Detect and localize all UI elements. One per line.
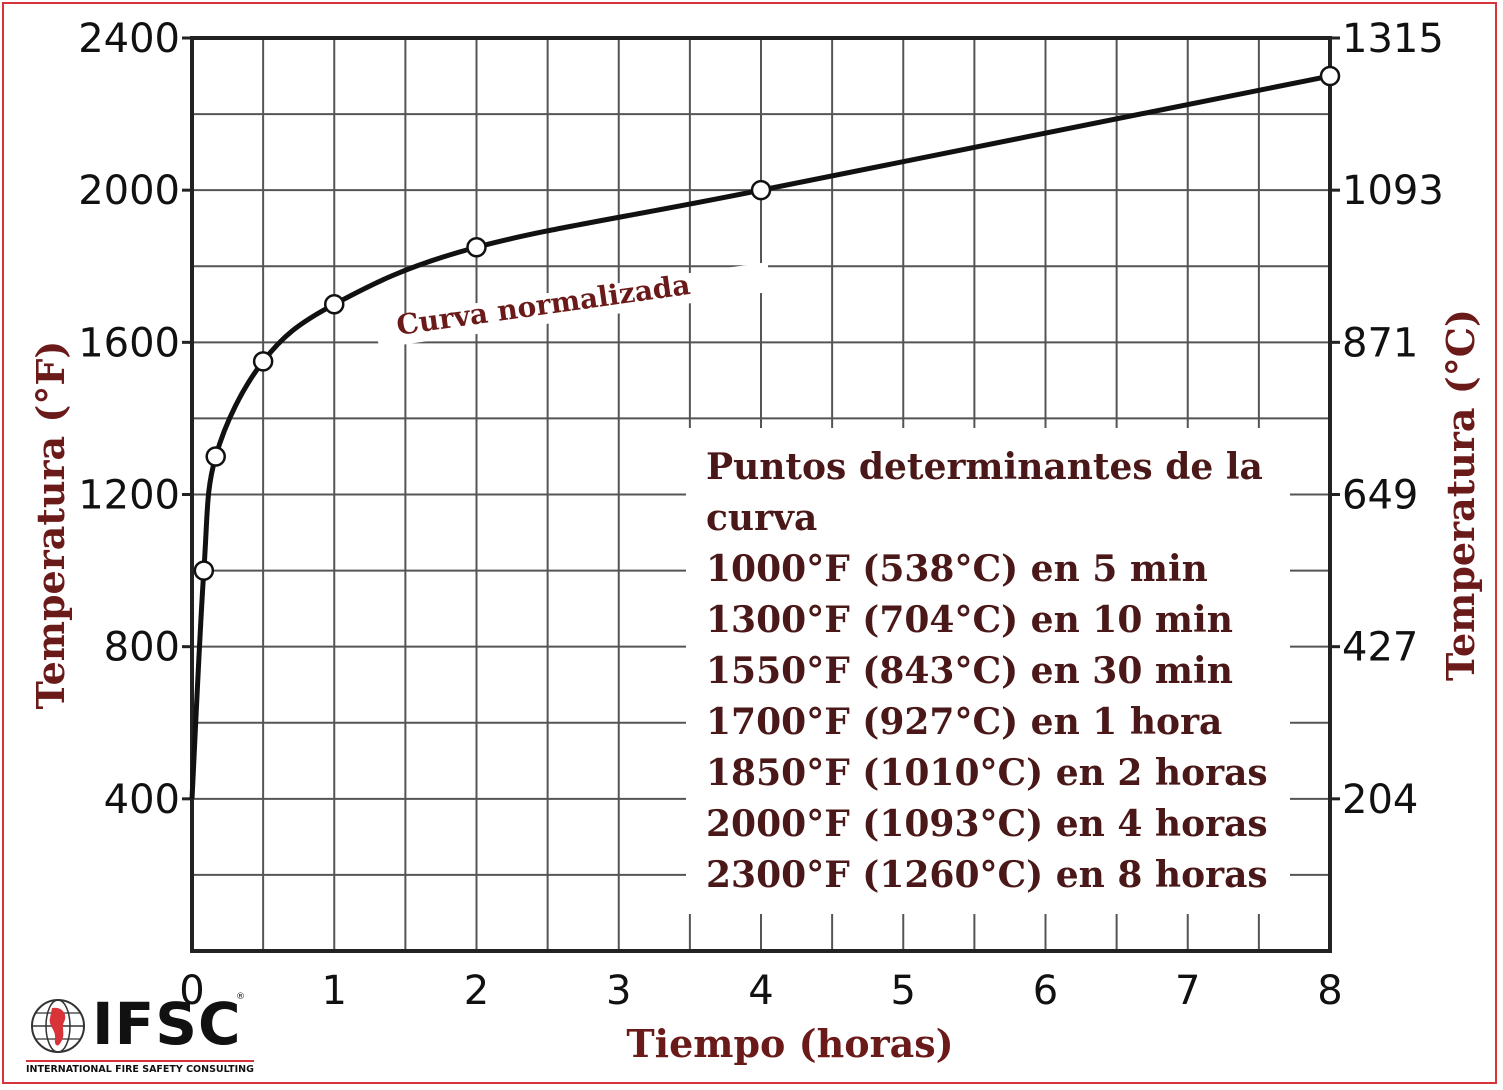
x-tick-label: 8 [1317,968,1342,1014]
curve-point [750,179,772,201]
y-left-tick-label: 400 [104,777,180,823]
legend-title-line1: Puntos determinantes de la [706,446,1263,488]
legend-item: 2000°F (1093°C) en 4 horas [706,803,1268,845]
legend-item: 1000°F (538°C) en 5 min [706,548,1208,590]
y-right-tick-label: 649 [1342,473,1418,519]
legend-title-line2: curva [706,497,818,539]
curve-point [193,560,215,581]
y-left-tick-label: 2000 [78,168,180,214]
y-right-tick-label: 427 [1342,625,1418,671]
y-left-tick-labels: 400 800 1200 1600 2000 2400 [78,16,180,823]
logo-registered-mark: ® [236,992,245,1002]
legend-item: 1300°F (704°C) en 10 min [706,599,1233,641]
curve-point [252,351,274,372]
x-tick-label: 7 [1175,968,1200,1014]
y-right-tick-labels: 204 427 649 871 1093 1315 [1342,16,1444,823]
x-tick-label: 5 [891,968,916,1014]
y-right-tick-label: 204 [1342,777,1418,823]
curve-label-group: Curva normalizada [370,262,768,348]
y-left-tick-label: 1600 [78,320,180,366]
y-left-axis-title: Temperatura (°F) [28,341,73,710]
x-tick-label: 6 [1033,968,1058,1014]
y-right-axis-title: Temperatura (°C) [1438,309,1483,681]
logo-subtitle: INTERNATIONAL FIRE SAFETY CONSULTING [26,1060,254,1075]
curve-point [205,446,226,467]
x-tick-label: 1 [322,968,347,1014]
y-left-tick-label: 2400 [78,16,180,62]
ifsc-logo: IFSC ® INTERNATIONAL FIRE SAFETY CONSULT… [26,990,254,1078]
plot-area-border [190,36,1332,953]
curve-point [1319,65,1341,87]
y-left-tick-label: 1200 [78,473,180,519]
x-axis-title: Tiempo (horas) [626,1021,953,1066]
y-left-tick-label: 800 [104,625,180,671]
y-right-tick-label: 871 [1342,320,1418,366]
legend-box: Puntos determinantes de la curva 1000°F … [686,428,1290,914]
x-tick-labels: 0 1 2 3 4 5 6 7 8 [179,968,1342,1014]
x-tick-label: 4 [748,968,773,1014]
curve-label: Curva normalizada [394,268,692,342]
curve-point [324,294,345,315]
curve-markers [193,65,1341,581]
x-tick-label: 3 [606,968,631,1014]
globe-icon [31,999,85,1053]
x-tick-label: 2 [464,968,489,1014]
legend-item: 1550°F (843°C) en 30 min [706,650,1233,692]
legend-item: 1850°F (1010°C) en 2 horas [706,752,1268,794]
logo-wordmark: IFSC [92,990,242,1058]
y-right-tick-label: 1315 [1342,16,1444,62]
legend-item: 1700°F (927°C) en 1 hora [706,701,1223,743]
legend-item: 2300°F (1260°C) en 8 horas [706,854,1268,896]
x-tick-label: 0 [179,968,204,1014]
curve-point [466,236,487,258]
y-right-tick-label: 1093 [1342,168,1444,214]
